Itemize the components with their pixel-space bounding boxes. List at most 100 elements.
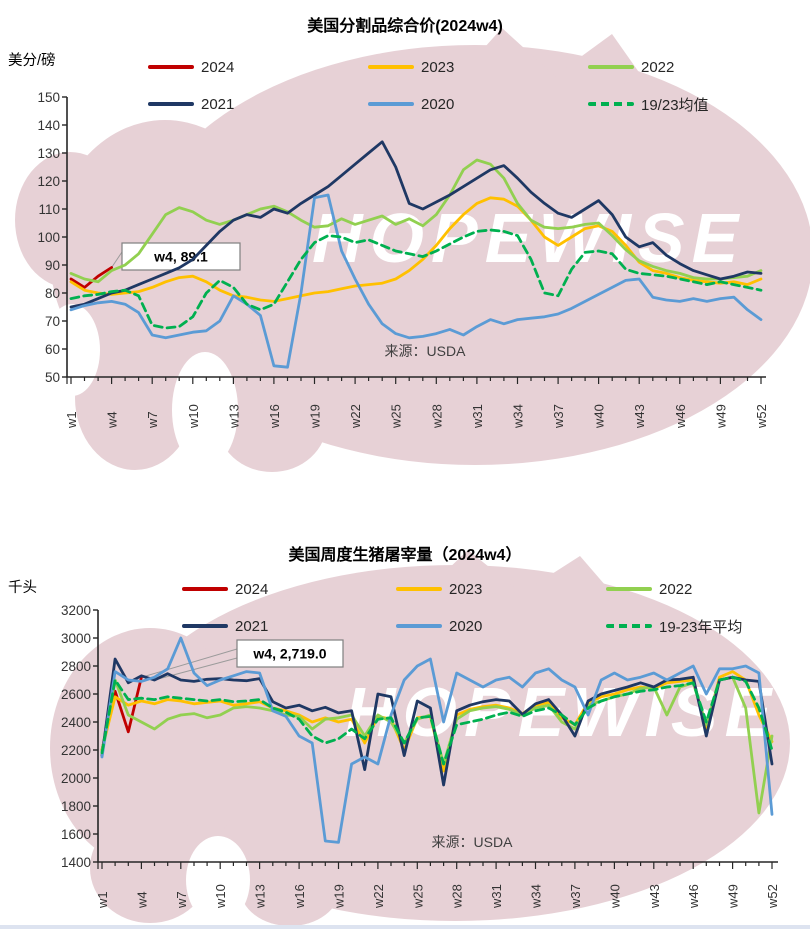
annotation-box [236, 639, 344, 668]
y-tick-label: 110 [38, 202, 60, 217]
legend-item-y2022: 2022 [588, 58, 674, 76]
legend-label-y2024: 2024 [235, 580, 269, 598]
x-tick-label: w10 [186, 404, 201, 429]
legend-swatch-y2023 [368, 64, 414, 70]
x-tick-label: w1 [95, 891, 110, 909]
y-tick-label: 90 [45, 258, 60, 273]
x-tick-label: w13 [253, 884, 268, 909]
y-tick-label: 120 [37, 174, 60, 189]
x-tick-label: w16 [292, 884, 307, 909]
legend-label-y2023: 2023 [449, 580, 483, 598]
y-axis: 150 140 130 120 110 100 90 80 70 60 50 [37, 90, 67, 385]
series-avg-line [100, 675, 774, 766]
x-tick-label: w19 [308, 404, 323, 429]
legend-item-y2022: 2022 [606, 580, 692, 598]
x-tick-label: w13 [226, 404, 241, 429]
x-tick-label: w16 [267, 404, 282, 429]
x-axis: w1 w4 w7 w10 w13 w16 w19 w22 w25 w28 w31 w34 w37 w40 w… [95, 862, 780, 909]
legend-label-y2023: 2023 [421, 58, 455, 76]
legend-swatch-y2023 [396, 586, 442, 592]
y-tick-label: 2400 [61, 715, 91, 730]
legend-swatch-y2021 [182, 623, 228, 629]
x-tick-label: w4 [105, 411, 120, 429]
x-tick-label: w28 [450, 884, 465, 909]
x-tick-label: w22 [348, 404, 363, 429]
y-tick-label: 1800 [61, 799, 91, 814]
legend-swatch-y2022 [588, 64, 634, 70]
annotation-label: w4, 2,719.0 [252, 646, 326, 662]
annotation-label: w4, 89.1 [153, 249, 208, 265]
x-tick-label: w34 [511, 404, 526, 429]
price-chart-unit-label: 美分/磅 [8, 53, 56, 69]
series-y2020-line [69, 193, 763, 369]
source-label: 来源：USDA [432, 834, 514, 850]
hog-slaughter-plot: w4, 2,719.0 3200 3000 2800 2600 2400 2200 2000 1… [61, 603, 780, 909]
legend-item-avg: 19-23年平均 [606, 617, 742, 636]
legend-item-avg: 19/23均值 [588, 95, 709, 114]
x-tick-label: w34 [529, 884, 544, 909]
legend-swatch-y2024 [182, 586, 228, 592]
y-tick-label: 3000 [61, 631, 91, 646]
x-axis: w1 w4 w7 w10 w13 w16 w19 w22 w25 w28 w31 w34 w37 w40 w… [64, 377, 769, 429]
legend-label-y2020: 2020 [421, 95, 455, 113]
x-tick-label: w25 [389, 404, 404, 429]
y-tick-label: 70 [45, 314, 60, 329]
x-tick-label: w22 [371, 884, 386, 909]
x-tick-label: w52 [765, 884, 780, 909]
y-tick-label: 60 [45, 342, 60, 357]
x-tick-label: w46 [673, 404, 688, 429]
legend-item-y2023: 2023 [368, 58, 454, 76]
slaughter-chart-title: 美国周度生猪屠宰量（2024w4） [288, 547, 522, 564]
legend-swatch-y2020 [368, 101, 414, 107]
y-tick-label: 1400 [61, 855, 91, 870]
annotation-leader-line [154, 657, 238, 681]
legend-swatch-y2022 [606, 586, 652, 592]
x-tick-label: w25 [410, 884, 425, 909]
legend-label-y2021: 2021 [201, 95, 235, 113]
x-tick-label: w1 [64, 411, 79, 429]
y-tick-label: 2200 [61, 743, 91, 758]
x-tick-label: w19 [332, 884, 347, 909]
legend-item-y2020: 2020 [396, 617, 482, 635]
source-label: 来源：USDA [385, 343, 467, 359]
y-tick-label: 140 [37, 118, 60, 133]
series-y2021-line [100, 657, 774, 787]
x-tick-label: w40 [607, 884, 622, 909]
annotation-leader-line [111, 251, 123, 268]
y-tick-label: 130 [37, 146, 60, 161]
legend-label-y2020: 2020 [449, 617, 483, 635]
y-tick-label: 3200 [61, 603, 91, 618]
pig-watermark-shape [50, 550, 790, 926]
legend-item-y2024: 2024 [182, 580, 268, 598]
y-tick-label: 2000 [61, 771, 91, 786]
x-tick-label: w49 [726, 884, 741, 909]
x-tick-label: w43 [632, 404, 647, 429]
slaughter-chart-unit-label: 千头 [8, 580, 37, 596]
series-y2022-line [69, 158, 763, 284]
x-tick-label: w31 [470, 404, 485, 429]
legend-swatch-avg [606, 623, 652, 629]
legend-label-avg: 19/23均值 [641, 96, 709, 114]
x-tick-label: w7 [174, 891, 189, 909]
legend-swatch-y2024 [148, 64, 194, 70]
price-chart-title: 美国分割品综合价(2024w4) [307, 18, 503, 35]
x-tick-label: w52 [754, 404, 769, 429]
legend-label-y2022: 2022 [641, 58, 675, 76]
x-tick-label: w28 [429, 404, 444, 429]
legend-item-y2024: 2024 [148, 58, 234, 76]
y-tick-label: 50 [45, 370, 60, 385]
axis-lines [97, 610, 778, 863]
legend-label-y2021: 2021 [235, 617, 269, 635]
legend-label-y2024: 2024 [201, 58, 235, 76]
y-axis: 3200 3000 2800 2600 2400 2200 2000 1800 1600 1400 [61, 603, 98, 870]
legend-swatch-y2021 [148, 101, 194, 107]
series-avg-line [69, 228, 763, 330]
annotation-callout: w4, 89.1 [111, 242, 241, 271]
cutout-price-plot: w4, 89.1 150 140 130 120 110 100 90 80 70 60 50 w1 w4… [37, 90, 769, 429]
legend-item-y2020: 2020 [368, 95, 454, 113]
y-tick-label: 100 [37, 230, 60, 245]
legend-label-y2022: 2022 [659, 580, 693, 598]
axis-lines [66, 97, 766, 378]
series-y2023-line [69, 196, 763, 303]
